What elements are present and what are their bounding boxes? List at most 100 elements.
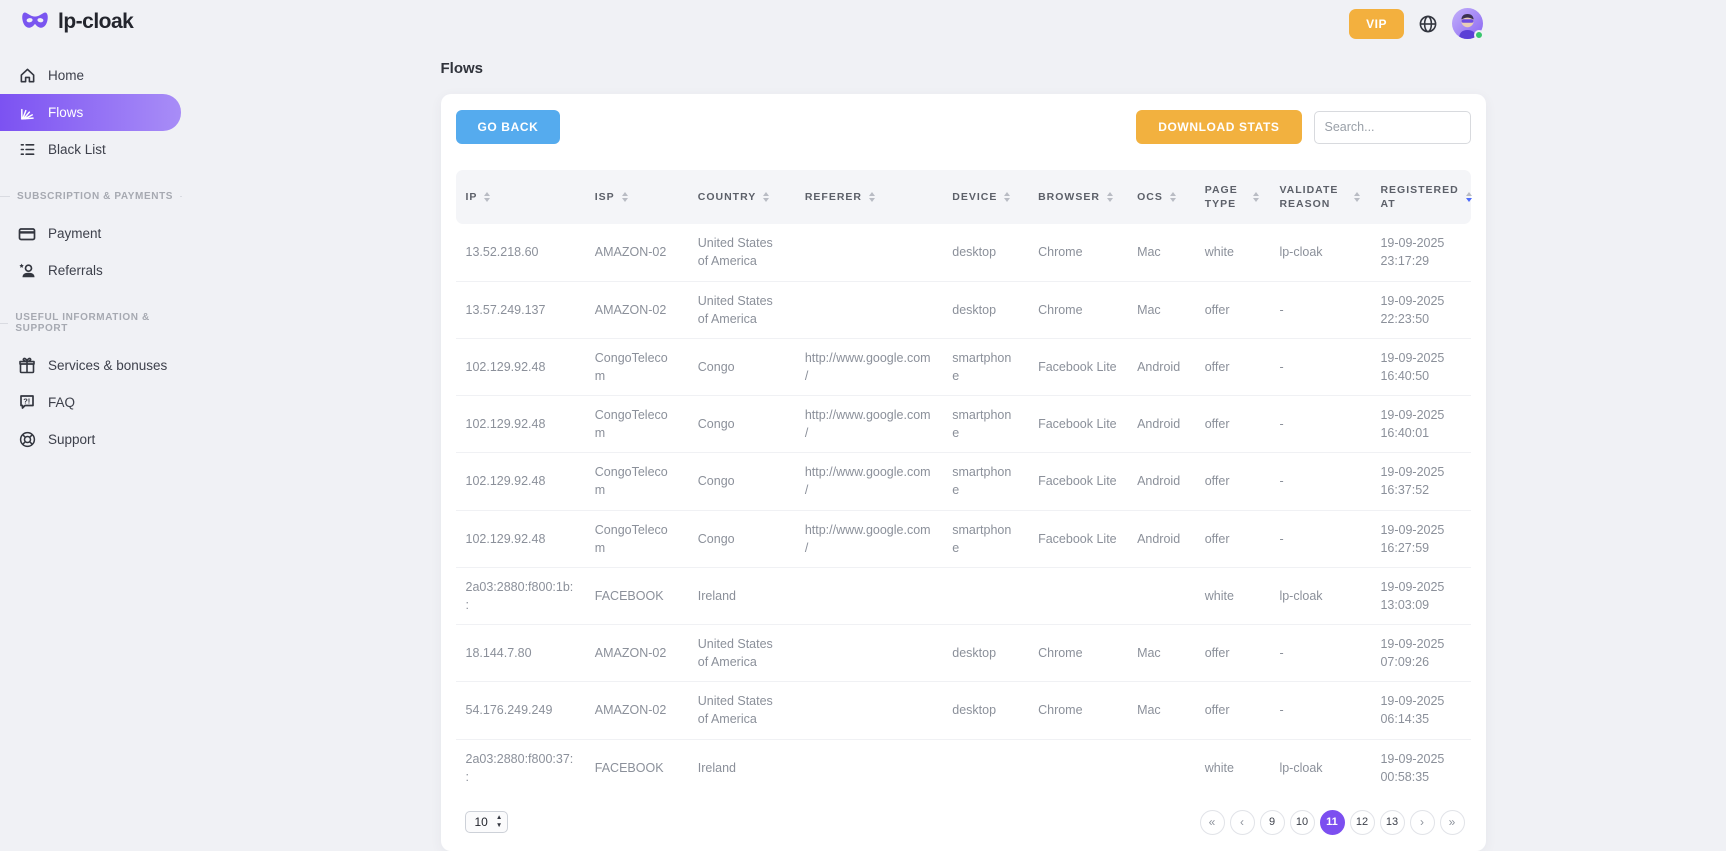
- cell-validate_reason: -: [1269, 624, 1371, 683]
- last-page-button[interactable]: »: [1439, 809, 1465, 835]
- cell-browser: Chrome: [1028, 624, 1128, 683]
- cell-ip: 54.176.249.249: [455, 681, 585, 740]
- prev-page-button[interactable]: ‹: [1229, 809, 1255, 835]
- cell-ip: 13.57.249.137: [455, 281, 585, 339]
- cell-ip: 18.144.7.80: [455, 624, 585, 683]
- table-row: 2a03:2880:f800:1b:: FACEBOOK Ireland white l…: [455, 567, 1471, 626]
- cell-referer: http://www.google.com/: [794, 510, 943, 568]
- brand-logo[interactable]: lp-cloak: [20, 10, 134, 34]
- sidebar-item-support[interactable]: Support: [0, 421, 200, 458]
- cell-isp: CongoTelecom: [584, 510, 688, 568]
- sort-icon: [1465, 192, 1472, 203]
- go-back-button[interactable]: GO BACK: [455, 110, 561, 144]
- cell-ip: 102.129.92.48: [455, 395, 585, 454]
- cell-isp: FACEBOOK: [594, 760, 664, 775]
- cell-device: smartphone: [942, 452, 1029, 511]
- table-row: 102.129.92.48 CongoTelecom Congo http://www…: [455, 510, 1471, 568]
- sidebar-item-payment[interactable]: Payment: [0, 215, 200, 252]
- column-header-page_type[interactable]: PAGE TYPE: [1194, 170, 1270, 225]
- page-button-11[interactable]: 11: [1319, 809, 1345, 835]
- cell-device: desktop: [942, 624, 1029, 683]
- cell-browser: Facebook Lite: [1028, 338, 1128, 397]
- cell-browser: [1028, 567, 1128, 626]
- page-size-value: 10: [474, 815, 488, 830]
- sidebar-item-label: Home: [48, 68, 85, 83]
- column-header-registered_at[interactable]: REGISTERED AT: [1370, 170, 1472, 225]
- cell-registered_at: 19-09-2025 22:23:50: [1370, 281, 1471, 339]
- column-header-ip[interactable]: IP: [455, 170, 585, 225]
- cell-isp: AMAZON-02: [584, 281, 688, 339]
- cell-referer: [794, 624, 943, 683]
- cell-browser: Chrome: [1028, 681, 1128, 740]
- cell-validate_reason: lp-cloak: [1279, 760, 1323, 775]
- cell-browser: Chrome: [1028, 224, 1128, 282]
- cell-device: smartphone: [942, 338, 1029, 397]
- globe-icon[interactable]: [1418, 14, 1438, 34]
- column-header-referer[interactable]: REFERER: [794, 170, 943, 225]
- sort-icon: [1354, 192, 1361, 203]
- download-stats-button[interactable]: DOWNLOAD STATS: [1136, 110, 1302, 144]
- page-button-13[interactable]: 13: [1379, 809, 1405, 835]
- cell-country: United States of America: [687, 281, 795, 339]
- main-content: Flows GO BACK DOWNLOAD STATS IP ISP COUNTR…: [200, 0, 1726, 851]
- sort-icon: [1169, 192, 1176, 203]
- next-page-button[interactable]: ›: [1409, 809, 1435, 835]
- sidebar-item-flows[interactable]: Flows: [0, 94, 181, 131]
- page-button-9[interactable]: 9: [1259, 809, 1285, 835]
- cell-validate_reason: -: [1269, 510, 1371, 568]
- column-header-ocs[interactable]: OCS: [1127, 170, 1195, 225]
- cell-country: Congo: [687, 338, 795, 397]
- column-label: OCS: [1137, 191, 1163, 204]
- cell-ip: 102.129.92.48: [455, 510, 585, 568]
- sidebar-item-referrals[interactable]: Referrals: [0, 252, 200, 289]
- cell-referer: [794, 681, 943, 740]
- sidebar-item-label: FAQ: [48, 395, 76, 410]
- sort-icon: [1004, 192, 1011, 203]
- first-page-button[interactable]: «: [1199, 809, 1225, 835]
- sidebar-item-home[interactable]: Home: [0, 57, 200, 94]
- cell-browser: Chrome: [1028, 281, 1128, 339]
- flows-card: GO BACK DOWNLOAD STATS IP ISP COUNTRY REFER…: [440, 94, 1486, 851]
- faq-bubble-icon: ?!: [18, 394, 36, 411]
- online-status-dot: [1474, 30, 1484, 40]
- cell-referer: http://www.google.com/: [794, 452, 943, 511]
- table-header-row: IP ISP COUNTRY REFERER DEVICE BROWSER OCS PAGE …: [455, 170, 1472, 225]
- flows-table-header: IP ISP COUNTRY REFERER DEVICE BROWSER OCS PAGE …: [455, 170, 1472, 225]
- column-header-validate_reason[interactable]: VALIDATE REASON: [1269, 170, 1371, 225]
- page-button-10[interactable]: 10: [1289, 809, 1315, 835]
- cell-page_type: offer: [1194, 624, 1270, 683]
- search-input[interactable]: [1313, 110, 1471, 144]
- page-button-12[interactable]: 12: [1349, 809, 1375, 835]
- cell-validate_reason: lp-cloak: [1269, 567, 1371, 626]
- cell-registered_at: 19-09-2025 23:17:29: [1370, 224, 1471, 282]
- blacklist-icon: [18, 141, 36, 158]
- cell-country: Congo: [687, 452, 795, 511]
- cell-validate_reason: -: [1269, 281, 1371, 339]
- cell-validate_reason: -: [1269, 395, 1371, 454]
- column-label: REGISTERED AT: [1380, 184, 1459, 211]
- sidebar-item-services-bonuses[interactable]: Services & bonuses: [0, 347, 200, 384]
- cell-referer: http://www.google.com/: [794, 338, 943, 397]
- sidebar-item-faq[interactable]: ?! FAQ: [0, 384, 200, 421]
- table-row: 54.176.249.249 AMAZON-02 United States of …: [455, 681, 1471, 740]
- cell-browser: Facebook Lite: [1028, 510, 1128, 568]
- column-header-browser[interactable]: BROWSER: [1028, 170, 1128, 225]
- cell-validate_reason: -: [1269, 681, 1371, 740]
- vip-button[interactable]: VIP: [1349, 8, 1404, 39]
- column-header-country[interactable]: COUNTRY: [687, 170, 795, 225]
- cell-ip: 2a03:2880:f800:1b::: [455, 567, 585, 626]
- cell-country: Congo: [687, 395, 795, 454]
- table-row: 102.129.92.48 CongoTelecom Congo http://www…: [455, 338, 1471, 397]
- column-label: ISP: [594, 191, 615, 204]
- column-header-device[interactable]: DEVICE: [942, 170, 1029, 225]
- cell-country: Congo: [687, 510, 795, 568]
- cell-country: United States of America: [687, 681, 795, 740]
- user-avatar[interactable]: [1452, 8, 1484, 40]
- home-icon: [18, 67, 36, 84]
- column-header-isp[interactable]: ISP: [584, 170, 688, 225]
- cell-ip: 13.52.218.60: [455, 224, 585, 282]
- page-size-select[interactable]: 10 ▲ ▼: [464, 811, 509, 834]
- cell-page_type: offer: [1194, 510, 1270, 568]
- cell-registered_at: 19-09-2025 16:27:59: [1370, 510, 1471, 568]
- sidebar-item-black-list[interactable]: Black List: [0, 131, 200, 168]
